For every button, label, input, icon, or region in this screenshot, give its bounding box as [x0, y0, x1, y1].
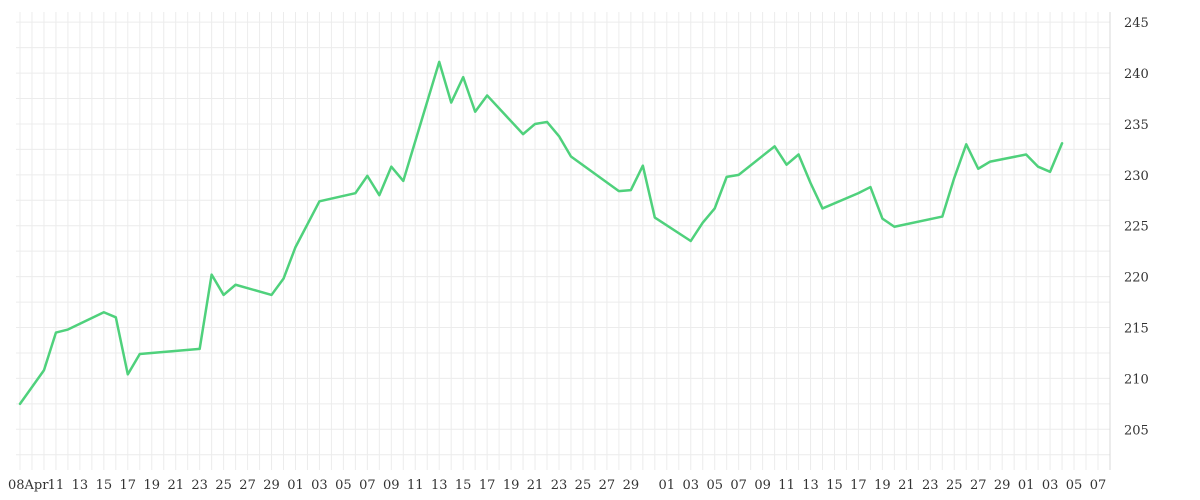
series-line: [18, 60, 1064, 406]
x-tick-label: 01: [1018, 478, 1035, 493]
y-tick-label: 205: [1124, 423, 1149, 438]
x-tick-label: 27: [239, 478, 256, 493]
x-tick-label: 19: [874, 478, 891, 493]
grid: [16, 12, 1110, 470]
y-axis-ticks: 205 210 215 220 225 230 235 240 245: [1124, 16, 1149, 438]
x-tick-label: 05: [1066, 478, 1083, 493]
x-tick-label: 03: [682, 478, 699, 493]
x-tick-label: 07: [730, 478, 747, 493]
x-tick-label: 15: [455, 478, 472, 493]
x-tick-label: 21: [527, 478, 544, 493]
x-tick-label: 11: [48, 478, 65, 493]
x-tick-label: 19: [143, 478, 160, 493]
y-tick-label: 235: [1124, 118, 1149, 133]
y-tick-label: 240: [1124, 67, 1149, 82]
x-tick-label: 09: [383, 478, 400, 493]
y-tick-label: 220: [1124, 271, 1149, 286]
x-tick-label: 21: [167, 478, 184, 493]
x-tick-label: 25: [215, 478, 232, 493]
x-tick-label: 27: [970, 478, 987, 493]
x-tick-label: 25: [946, 478, 963, 493]
x-tick-label: 27: [599, 478, 616, 493]
y-tick-label: 215: [1124, 322, 1149, 337]
x-tick-label: 08Apr: [8, 478, 49, 493]
x-tick-label: 01: [287, 478, 304, 493]
x-tick-label: 19: [503, 478, 520, 493]
x-tick-label: 03: [311, 478, 328, 493]
x-tick-label: 13: [72, 478, 89, 493]
x-tick-label: 23: [922, 478, 939, 493]
x-tick-label: 17: [479, 478, 496, 493]
x-tick-label: 03: [1042, 478, 1059, 493]
y-tick-label: 225: [1124, 220, 1149, 235]
x-tick-label: 13: [431, 478, 448, 493]
x-tick-label: 11: [407, 478, 424, 493]
x-tick-label: 07: [359, 478, 376, 493]
x-tick-label: 23: [191, 478, 208, 493]
y-tick-label: 210: [1124, 372, 1149, 387]
x-tick-label: 29: [623, 478, 640, 493]
x-tick-label: 25: [575, 478, 592, 493]
x-tick-label: 29: [994, 478, 1011, 493]
series-group: [18, 60, 1064, 406]
x-tick-label: 07: [1090, 478, 1107, 493]
x-tick-label: 13: [802, 478, 819, 493]
x-tick-label: 23: [551, 478, 568, 493]
x-tick-label: 29: [263, 478, 280, 493]
x-tick-label: 09: [754, 478, 771, 493]
x-tick-label: 05: [335, 478, 352, 493]
y-tick-label: 245: [1124, 16, 1149, 31]
x-tick-label: 15: [96, 478, 113, 493]
y-tick-label: 230: [1124, 169, 1149, 184]
x-axis-ticks: 08Apr 11 13 15 17 19 21 23 25 27 29 01 03 05 07 09 11 13 1…: [8, 478, 1106, 493]
x-tick-label: 21: [898, 478, 915, 493]
x-tick-label: 17: [850, 478, 867, 493]
x-tick-label: 05: [706, 478, 723, 493]
x-tick-label: 15: [826, 478, 843, 493]
x-tick-label: 01: [659, 478, 676, 493]
x-tick-label: 17: [120, 478, 137, 493]
x-tick-label: 11: [778, 478, 795, 493]
